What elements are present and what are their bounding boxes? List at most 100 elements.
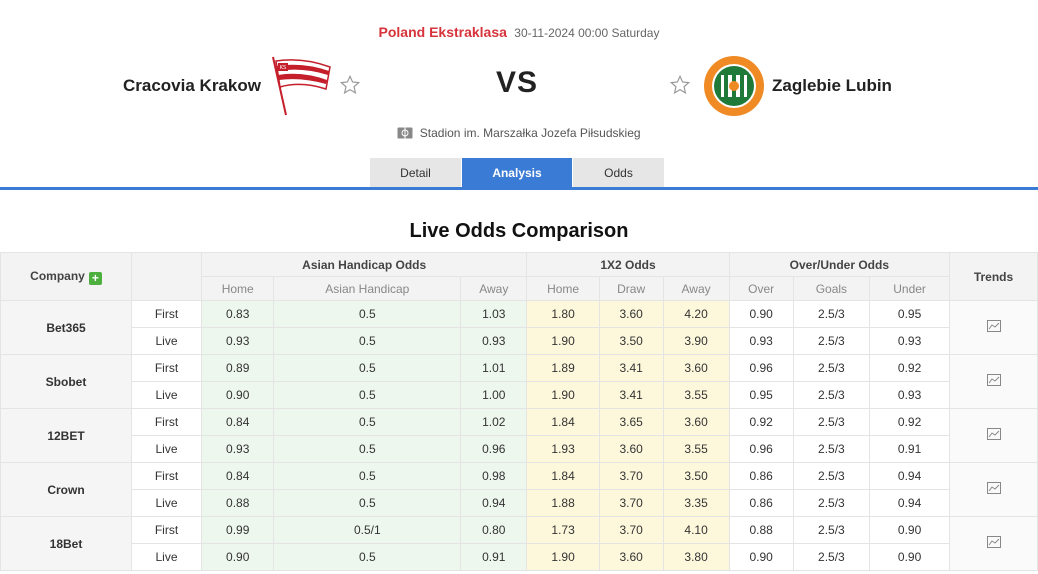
odds-type: Live (131, 435, 202, 463)
company-name[interactable]: 12BET (0, 408, 132, 463)
tab-odds[interactable]: Odds (573, 158, 664, 188)
odds-type: First (131, 408, 202, 436)
ou-odds-cell: 0.91 (869, 435, 950, 463)
ah-odds-cell: 0.90 (200, 381, 275, 409)
company-name[interactable]: Sbobet (0, 354, 132, 409)
line-chart-icon[interactable] (986, 428, 1001, 440)
ou-odds-cell: 2.5/3 (792, 489, 871, 517)
ah-odds-cell: 0.98 (460, 462, 528, 490)
x12-odds-cell: 1.84 (526, 408, 600, 436)
ah-odds-cell: 0.5 (273, 300, 462, 328)
trend-cell (949, 516, 1038, 571)
ah-odds-cell: 0.94 (460, 489, 528, 517)
asian-handicap-header: Asian Handicap Odds (200, 252, 528, 277)
x12-odds-cell: 3.60 (598, 543, 664, 571)
away-team-logo[interactable] (703, 55, 765, 117)
ou-under-subheader: Under (869, 276, 950, 301)
x12-draw-subheader: Draw (598, 276, 664, 301)
ah-line-subheader: Asian Handicap (273, 276, 462, 301)
tab-detail[interactable]: Detail (370, 158, 461, 188)
x12-odds-cell: 3.80 (662, 543, 730, 571)
ou-odds-cell: 2.5/3 (792, 327, 871, 355)
x12-odds-cell: 3.60 (662, 354, 730, 382)
match-header: Poland Ekstraklasa 30-11-2024 00:00 Satu… (0, 0, 1038, 190)
league-name[interactable]: Poland Ekstraklasa (378, 24, 507, 40)
favorite-away-star-icon[interactable] (669, 74, 691, 96)
x12-odds-cell: 3.60 (662, 408, 730, 436)
x12-odds-cell: 3.50 (662, 462, 730, 490)
stadium-icon (397, 127, 413, 139)
ah-odds-cell: 0.91 (460, 543, 528, 571)
table-row: Live 0.93 0.5 0.96 1.93 3.60 3.55 0.96 2.5/3 0.91 (1, 435, 1038, 463)
ou-odds-cell: 0.95 (728, 381, 794, 409)
ou-odds-cell: 0.94 (869, 489, 950, 517)
tab-analysis[interactable]: Analysis (462, 158, 572, 188)
ou-over-subheader: Over (728, 276, 794, 301)
ou-odds-cell: 2.5/3 (792, 408, 871, 436)
ou-odds-cell: 0.90 (869, 516, 950, 544)
line-chart-icon[interactable] (986, 536, 1001, 548)
ah-odds-cell: 0.90 (200, 543, 275, 571)
ou-odds-cell: 0.92 (869, 354, 950, 382)
trend-cell (949, 408, 1038, 463)
ah-away-subheader: Away (460, 276, 528, 301)
x12-odds-cell: 3.55 (662, 435, 730, 463)
home-team-name[interactable]: Cracovia Krakow (123, 76, 261, 95)
ah-odds-cell: 0.88 (200, 489, 275, 517)
ah-odds-cell: 1.02 (460, 408, 528, 436)
ah-odds-cell: 0.5 (273, 327, 462, 355)
ah-home-subheader: Home (200, 276, 275, 301)
ah-odds-cell: 0.5 (273, 408, 462, 436)
x12-odds-cell: 3.50 (598, 327, 664, 355)
ah-odds-cell: 0.5 (273, 354, 462, 382)
company-name[interactable]: Bet365 (0, 300, 132, 355)
x12-odds-cell: 4.10 (662, 516, 730, 544)
odds-type: First (131, 516, 202, 544)
ou-odds-cell: 2.5/3 (792, 354, 871, 382)
trends-header: Trends (949, 252, 1038, 301)
ah-odds-cell: 0.89 (200, 354, 275, 382)
ou-odds-cell: 0.96 (728, 354, 794, 382)
ou-odds-cell: 2.5/3 (792, 435, 871, 463)
odds-type: Live (131, 543, 202, 571)
x12-odds-cell: 3.55 (662, 381, 730, 409)
table-row: Crown First 0.84 0.5 0.98 1.84 3.70 3.50 0.86 2.5… (0, 462, 1038, 517)
tab-underline (0, 187, 1038, 190)
league-line: Poland Ekstraklasa 30-11-2024 00:00 Satu… (0, 24, 1038, 40)
ou-odds-cell: 0.94 (869, 462, 950, 490)
ah-odds-cell: 0.5/1 (273, 516, 462, 544)
favorite-home-star-icon[interactable] (339, 74, 361, 96)
away-team-name[interactable]: Zaglebie Lubin (772, 76, 892, 95)
x12-odds-cell: 1.90 (526, 381, 600, 409)
add-company-plus-icon[interactable]: + (88, 271, 102, 285)
line-chart-icon[interactable] (986, 374, 1001, 386)
company-name[interactable]: 18Bet (0, 516, 132, 571)
ah-odds-cell: 0.84 (200, 462, 275, 490)
ah-odds-cell: 0.83 (200, 300, 275, 328)
ou-odds-cell: 2.5/3 (792, 300, 871, 328)
trend-cell (949, 300, 1038, 355)
ou-odds-cell: 2.5/3 (792, 516, 871, 544)
line-chart-icon[interactable] (986, 320, 1001, 332)
company-header-label: Company (30, 268, 85, 283)
table-row: Live 0.90 0.5 1.00 1.90 3.41 3.55 0.95 2.5/3 0.93 (1, 381, 1038, 409)
table-row: Sbobet First 0.89 0.5 1.01 1.89 3.41 3.60 0.96 2.… (0, 354, 1038, 409)
odds-type: Live (131, 489, 202, 517)
ah-odds-cell: 0.5 (273, 543, 462, 571)
vs-label: VS (496, 66, 539, 99)
x12-odds-cell: 3.70 (598, 516, 664, 544)
odds-type: First (131, 300, 202, 328)
ah-odds-cell: 0.5 (273, 435, 462, 463)
x12-odds-cell: 1.73 (526, 516, 600, 544)
ah-odds-cell: 0.84 (200, 408, 275, 436)
ah-odds-cell: 0.5 (273, 489, 462, 517)
odds-type: First (131, 462, 202, 490)
home-team-logo[interactable]: KS (268, 55, 332, 117)
ou-odds-cell: 0.90 (728, 543, 794, 571)
ou-odds-cell: 0.93 (869, 381, 950, 409)
x12-odds-cell: 3.41 (598, 381, 664, 409)
line-chart-icon[interactable] (986, 482, 1001, 494)
ah-odds-cell: 0.5 (273, 381, 462, 409)
x12-odds-cell: 3.35 (662, 489, 730, 517)
company-name[interactable]: Crown (0, 462, 132, 517)
